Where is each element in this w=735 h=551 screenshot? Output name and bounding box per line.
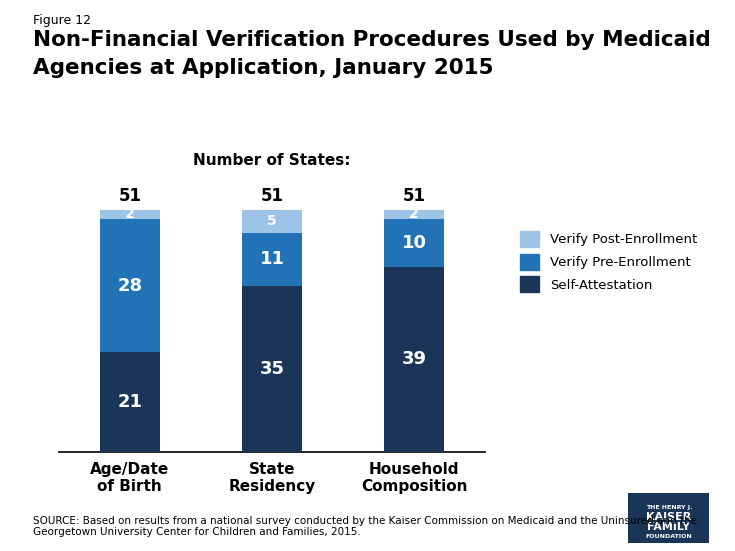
Text: Number of States:: Number of States:: [193, 153, 351, 168]
Text: FAMILY: FAMILY: [648, 522, 690, 532]
Text: 2: 2: [409, 207, 419, 222]
Text: 39: 39: [401, 350, 426, 368]
Text: Non-Financial Verification Procedures Used by Medicaid: Non-Financial Verification Procedures Us…: [33, 30, 711, 50]
Bar: [384, 267, 444, 452]
Text: 2: 2: [125, 207, 135, 222]
Text: 5: 5: [267, 214, 277, 229]
Text: 28: 28: [118, 277, 143, 295]
Text: 10: 10: [401, 234, 426, 252]
Text: 51: 51: [118, 187, 141, 205]
Text: Agencies at Application, January 2015: Agencies at Application, January 2015: [33, 58, 494, 78]
Text: Figure 12: Figure 12: [33, 14, 91, 27]
Text: KAISER: KAISER: [646, 512, 692, 522]
Text: 11: 11: [259, 251, 284, 268]
Text: THE HENRY J.: THE HENRY J.: [645, 505, 692, 510]
Text: 35: 35: [259, 360, 284, 377]
Bar: [384, 219, 444, 267]
Bar: [242, 233, 302, 285]
Legend: Verify Post-Enrollment, Verify Pre-Enrollment, Self-Attestation: Verify Post-Enrollment, Verify Pre-Enrol…: [513, 224, 704, 299]
Text: 51: 51: [260, 187, 284, 205]
Bar: [242, 285, 302, 452]
Bar: [242, 209, 302, 233]
Bar: [384, 209, 444, 219]
Text: 51: 51: [403, 187, 426, 205]
Bar: [100, 219, 159, 352]
Text: SOURCE: Based on results from a national survey conducted by the Kaiser Commissi: SOURCE: Based on results from a national…: [33, 516, 697, 537]
Text: 21: 21: [118, 393, 143, 411]
Bar: [100, 352, 159, 452]
Text: FOUNDATION: FOUNDATION: [645, 534, 692, 539]
Bar: [100, 209, 159, 219]
